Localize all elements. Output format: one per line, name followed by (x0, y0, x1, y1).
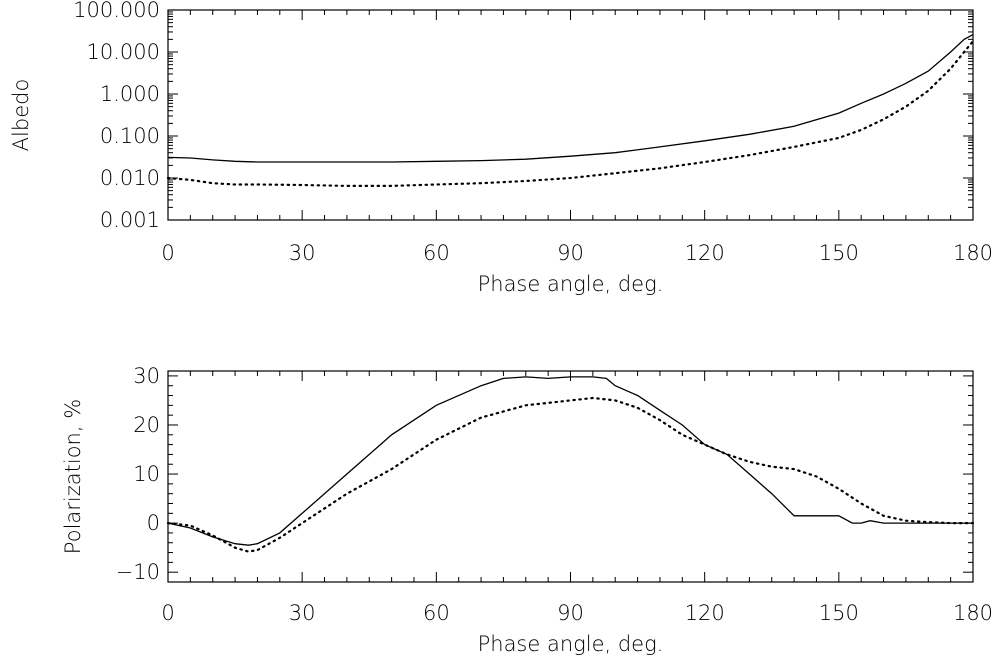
y-tick-label: 0.001 (100, 208, 160, 232)
x-tick-label: 180 (953, 601, 993, 625)
x-tick-label: 90 (557, 601, 584, 625)
x-tick-label: 30 (289, 601, 316, 625)
plot-frame (167, 9, 974, 221)
x-tick-label: 90 (557, 241, 584, 265)
x-tick-label: 150 (819, 241, 859, 265)
x-axis-label: Phase angle, deg. (478, 632, 664, 656)
y-tick-label: 100.000 (73, 0, 160, 22)
x-tick-label: 150 (819, 601, 859, 625)
y-tick-label: −10 (116, 560, 160, 584)
y-tick-label: 10 (133, 462, 160, 486)
albedo-panel: 0 30 60 90 120 150 180 0.001 0.010 0.100 1.000 10.0… (9, 0, 993, 296)
solid-series-line (167, 34, 974, 163)
solid-series-line (167, 376, 973, 546)
y-tick-label: 20 (133, 413, 160, 437)
x-tick-label: 120 (685, 601, 725, 625)
y-axis-label: Albedo (9, 79, 33, 152)
x-tick-label: 60 (423, 601, 450, 625)
y-tick-label: 0.010 (100, 166, 160, 190)
y-tick-label: 30 (133, 364, 160, 388)
dotted-series-line (166, 396, 975, 553)
dotted-series-line (166, 40, 975, 187)
x-tick-label: 0 (161, 241, 174, 265)
x-tick-label: 30 (289, 241, 316, 265)
x-tick-label: 60 (423, 241, 450, 265)
y-tick-label: 10.000 (87, 40, 160, 64)
x-tick-label: 120 (685, 241, 725, 265)
plot-frame (167, 370, 974, 583)
y-tick-label: 1.000 (100, 82, 160, 106)
y-axis-label: Polarization, % (61, 399, 85, 554)
x-axis-label: Phase angle, deg. (478, 272, 664, 296)
y-tick-label: 0.100 (100, 124, 160, 148)
x-tick-label: 0 (161, 601, 174, 625)
y-tick-label: 0 (147, 511, 160, 535)
x-tick-label: 180 (953, 241, 993, 265)
